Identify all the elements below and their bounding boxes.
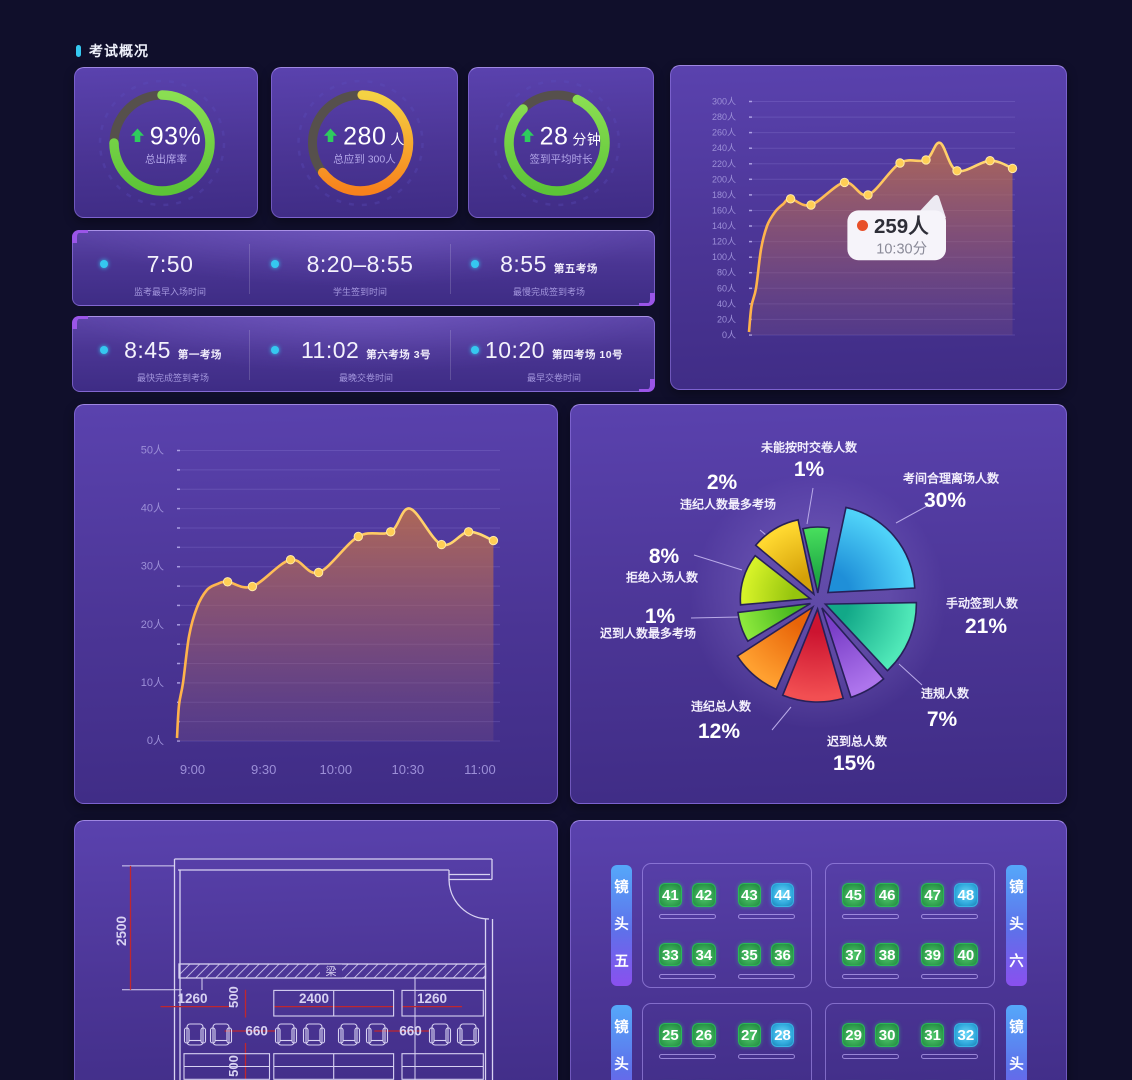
svg-text:500: 500 [226, 986, 241, 1008]
svg-text:180人: 180人 [712, 190, 736, 200]
svg-text:300人: 300人 [712, 97, 736, 107]
svg-text:260人: 260人 [712, 128, 736, 138]
svg-text:梁: 梁 [326, 964, 337, 978]
svg-text:10人: 10人 [141, 676, 164, 689]
svg-text:259人: 259人 [874, 214, 929, 238]
svg-text:2500: 2500 [114, 916, 129, 946]
svg-text:0人: 0人 [147, 734, 164, 747]
svg-text:140人: 140人 [712, 221, 736, 231]
svg-text:2400: 2400 [299, 991, 329, 1006]
svg-text:200人: 200人 [712, 174, 736, 184]
svg-text:20人: 20人 [141, 618, 164, 631]
svg-text:160人: 160人 [712, 206, 736, 216]
svg-text:80人: 80人 [717, 268, 736, 278]
svg-text:9:00: 9:00 [180, 762, 205, 777]
svg-text:60人: 60人 [717, 283, 736, 293]
svg-text:240人: 240人 [712, 143, 736, 153]
svg-text:40人: 40人 [141, 502, 164, 515]
svg-text:100人: 100人 [712, 252, 736, 262]
svg-text:0人: 0人 [722, 330, 736, 340]
svg-text:11:00: 11:00 [464, 762, 496, 777]
svg-text:10:00: 10:00 [320, 762, 353, 777]
svg-text:10:30分: 10:30分 [876, 241, 927, 258]
svg-text:30人: 30人 [141, 560, 164, 573]
svg-text:1260: 1260 [177, 991, 207, 1006]
svg-text:10:30: 10:30 [392, 762, 425, 777]
svg-text:120人: 120人 [712, 237, 736, 247]
svg-text:280人: 280人 [712, 112, 736, 122]
svg-text:1260: 1260 [417, 991, 447, 1006]
svg-text:40人: 40人 [717, 299, 736, 309]
svg-text:20人: 20人 [717, 314, 736, 324]
svg-text:50人: 50人 [141, 444, 164, 457]
svg-text:660: 660 [399, 1024, 422, 1039]
svg-text:660: 660 [245, 1024, 268, 1039]
svg-text:220人: 220人 [712, 159, 736, 169]
svg-text:9:30: 9:30 [251, 762, 276, 777]
